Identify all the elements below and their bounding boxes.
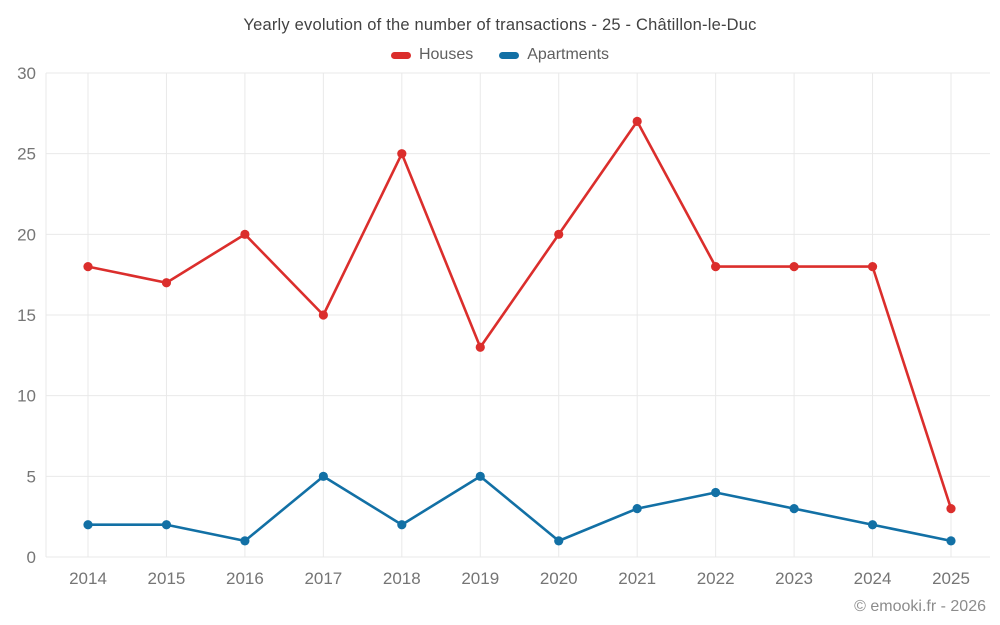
data-point-houses-2016[interactable] (240, 229, 250, 239)
data-point-houses-2014[interactable] (83, 262, 93, 272)
legend-label-houses: Houses (418, 46, 474, 63)
data-point-apartments-2020[interactable] (554, 536, 564, 546)
y-tick-label-15: 15 (17, 306, 36, 325)
houses-swatch-icon (390, 51, 411, 59)
apartments-line (86, 475, 953, 543)
data-point-apartments-2021[interactable] (632, 504, 642, 514)
data-point-houses-2024[interactable] (867, 262, 878, 272)
x-tick-label-2015: 2015 (148, 569, 186, 588)
data-point-apartments-2017[interactable] (318, 471, 328, 481)
data-point-apartments-2016[interactable] (240, 536, 250, 546)
data-point-apartments-2022[interactable] (711, 487, 721, 498)
data-point-houses-2022[interactable] (711, 262, 721, 272)
x-tick-label-2017: 2017 (304, 569, 342, 588)
x-tick-label-2021: 2021 (618, 569, 656, 588)
data-point-apartments-2015[interactable] (161, 520, 172, 530)
y-tick-label-5: 5 (27, 467, 36, 486)
apartments-swatch-icon (499, 51, 520, 59)
x-tick-label-2020: 2020 (540, 569, 578, 588)
x-tick-label-2024: 2024 (854, 569, 892, 588)
chart-title: Yearly evolution of the number of transa… (243, 16, 757, 34)
x-tick-label-2018: 2018 (383, 569, 421, 588)
legend-item-apartments[interactable]: Apartments (499, 46, 609, 64)
y-tick-label-0: 0 (27, 548, 36, 567)
y-tick-label-30: 30 (17, 64, 36, 83)
x-tick-label-2016: 2016 (226, 569, 264, 588)
data-point-houses-2023[interactable] (789, 262, 799, 272)
data-point-apartments-2025[interactable] (946, 536, 956, 546)
data-point-houses-2021[interactable] (632, 116, 642, 126)
x-tick-label-2014: 2014 (69, 569, 107, 588)
data-point-houses-2017[interactable] (318, 310, 328, 320)
data-point-apartments-2023[interactable] (789, 504, 799, 514)
legend-item-houses[interactable]: Houses (390, 46, 474, 64)
data-point-apartments-2019[interactable] (475, 471, 485, 481)
data-point-houses-2020[interactable] (554, 229, 564, 239)
legend: Houses Apartments (0, 46, 1000, 64)
x-tick-label-2022: 2022 (697, 569, 735, 588)
copyright: © emooki.fr - 2026 (854, 598, 986, 615)
x-tick-label-2019: 2019 (461, 569, 499, 588)
x-tick-label-2025: 2025 (932, 569, 970, 588)
data-point-apartments-2014[interactable] (83, 520, 93, 530)
data-point-apartments-2018[interactable] (397, 520, 407, 530)
data-point-apartments-2024[interactable] (867, 520, 878, 530)
y-tick-label-25: 25 (17, 145, 36, 164)
data-point-houses-2019[interactable] (475, 342, 485, 352)
data-point-houses-2015[interactable] (161, 278, 172, 288)
houses-line (86, 120, 953, 510)
data-point-houses-2018[interactable] (397, 149, 407, 159)
y-tick-label-20: 20 (17, 225, 36, 244)
x-tick-label-2023: 2023 (775, 569, 813, 588)
y-tick-label-10: 10 (17, 387, 36, 406)
data-point-houses-2025[interactable] (946, 504, 956, 514)
legend-label-apartments: Apartments (527, 46, 610, 63)
